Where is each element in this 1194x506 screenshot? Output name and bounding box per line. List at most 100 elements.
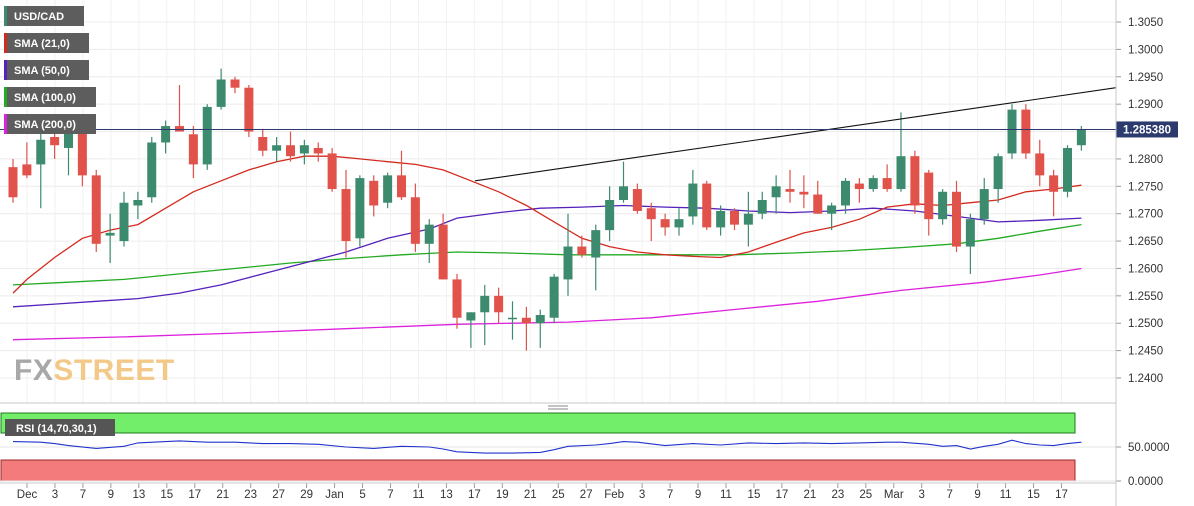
candle — [549, 273, 559, 324]
y-tick-label: 1.3050 — [1128, 17, 1163, 29]
x-axis: Dec 3 7 9 13 15 17 21 23 27 29 Jan 5 7 11 13 17 19 21 25 27 F… — [0, 482, 1116, 501]
x-tick-label: 17 — [1055, 489, 1068, 501]
candle — [632, 183, 642, 214]
candle — [646, 202, 656, 242]
candle — [147, 137, 157, 203]
candle — [36, 131, 46, 209]
candle — [1049, 169, 1059, 217]
legend-item: SMA (50,0) — [4, 60, 89, 80]
x-tick-label: 7 — [946, 489, 952, 501]
y-tick-label: 1.2650 — [1128, 236, 1163, 248]
candle — [938, 189, 948, 225]
legend-item: USD/CAD — [4, 6, 84, 26]
x-tick-label: 29 — [300, 489, 313, 501]
candle — [452, 273, 462, 329]
y-tick-label: 1.2750 — [1128, 181, 1163, 193]
candlesticks — [8, 68, 1086, 351]
panel-resize-handle[interactable] — [548, 405, 568, 410]
last-price-label: 1.285380 — [1123, 124, 1171, 136]
x-tick-label: 5 — [359, 489, 365, 501]
candle — [882, 164, 892, 192]
legend-label: SMA (50,0) — [14, 65, 70, 77]
candle — [965, 213, 975, 274]
sma-50-path — [12, 204, 1082, 308]
candle — [22, 142, 32, 179]
candle — [1021, 104, 1031, 159]
x-tick-label: 19 — [496, 489, 509, 501]
candle — [383, 172, 393, 209]
candle — [8, 158, 18, 203]
candle — [355, 175, 365, 247]
rsi-y-axis: 50.0000 0.0000 — [1116, 442, 1170, 488]
candle — [896, 112, 906, 192]
candle — [563, 213, 573, 296]
candle — [258, 128, 268, 157]
candle — [286, 131, 295, 162]
x-tick-label: 7 — [80, 489, 86, 501]
x-tick-label: 3 — [639, 489, 645, 501]
rsi-label: RSI (14,70,30,1) — [5, 419, 115, 436]
candle — [105, 213, 115, 263]
x-tick-label: 11 — [412, 489, 424, 501]
legend-label: SMA (200,0) — [14, 119, 76, 131]
x-tick-label: 23 — [244, 489, 257, 501]
candle — [743, 191, 753, 247]
candle — [313, 142, 323, 162]
y-tick-label: 1.2600 — [1128, 263, 1163, 275]
candle — [202, 104, 212, 170]
y-tick-label: 1.2900 — [1128, 99, 1163, 111]
x-tick-label: 15 — [160, 489, 173, 501]
x-tick-label: 27 — [272, 489, 285, 501]
x-tick-label: 7 — [387, 489, 393, 501]
x-tick-label: 7 — [667, 489, 673, 501]
candle — [868, 175, 878, 192]
trendline-path — [474, 87, 1117, 182]
rsi-panel: 50.0000 0.0000 RSI (14,70,30,1) — [0, 412, 1170, 488]
y-tick-label: 1.2550 — [1128, 291, 1163, 303]
x-tick-label: 21 — [803, 489, 816, 501]
candle — [730, 208, 739, 231]
candle — [91, 169, 101, 253]
candle — [535, 309, 545, 348]
y-tick-label: 1.2450 — [1128, 346, 1163, 358]
candle — [674, 208, 684, 236]
candle — [521, 306, 531, 351]
candle — [702, 180, 712, 231]
trendline — [474, 87, 1117, 182]
last-price-tag: 1.285380 — [1116, 121, 1178, 138]
candle — [799, 175, 809, 209]
x-tick-label: 11 — [1000, 489, 1012, 501]
candle — [771, 175, 781, 214]
x-tick-label: 21 — [216, 489, 229, 501]
rsi-line — [12, 439, 1082, 454]
y-tick-label: 1.2500 — [1128, 318, 1163, 330]
candle — [369, 175, 379, 217]
svg-text:FXSTREET: FXSTREET — [14, 354, 175, 387]
candle — [299, 139, 309, 165]
x-tick-label: 11 — [720, 489, 732, 501]
x-tick-label: Dec — [17, 489, 38, 501]
x-tick-label: 9 — [108, 489, 114, 501]
candle — [924, 169, 934, 236]
candle — [410, 183, 420, 253]
candle — [979, 178, 989, 225]
candle — [272, 137, 282, 162]
legend-label: SMA (21,0) — [14, 38, 70, 50]
legend-label: USD/CAD — [14, 11, 64, 23]
x-tick-label: Feb — [604, 489, 624, 501]
x-tick-label: 3 — [52, 489, 58, 501]
x-tick-label: 13 — [132, 489, 145, 501]
x-tick-label: 17 — [188, 489, 201, 501]
x-tick-label: Jan — [325, 489, 344, 501]
candle — [577, 235, 587, 258]
candle — [660, 213, 670, 236]
candle — [480, 284, 490, 346]
candle — [591, 224, 601, 291]
legend-label: SMA (100,0) — [14, 92, 76, 104]
x-tick-label: 15 — [748, 489, 761, 501]
sma-200-path — [12, 267, 1082, 341]
x-tick-label: 23 — [831, 489, 844, 501]
candle — [827, 202, 837, 231]
